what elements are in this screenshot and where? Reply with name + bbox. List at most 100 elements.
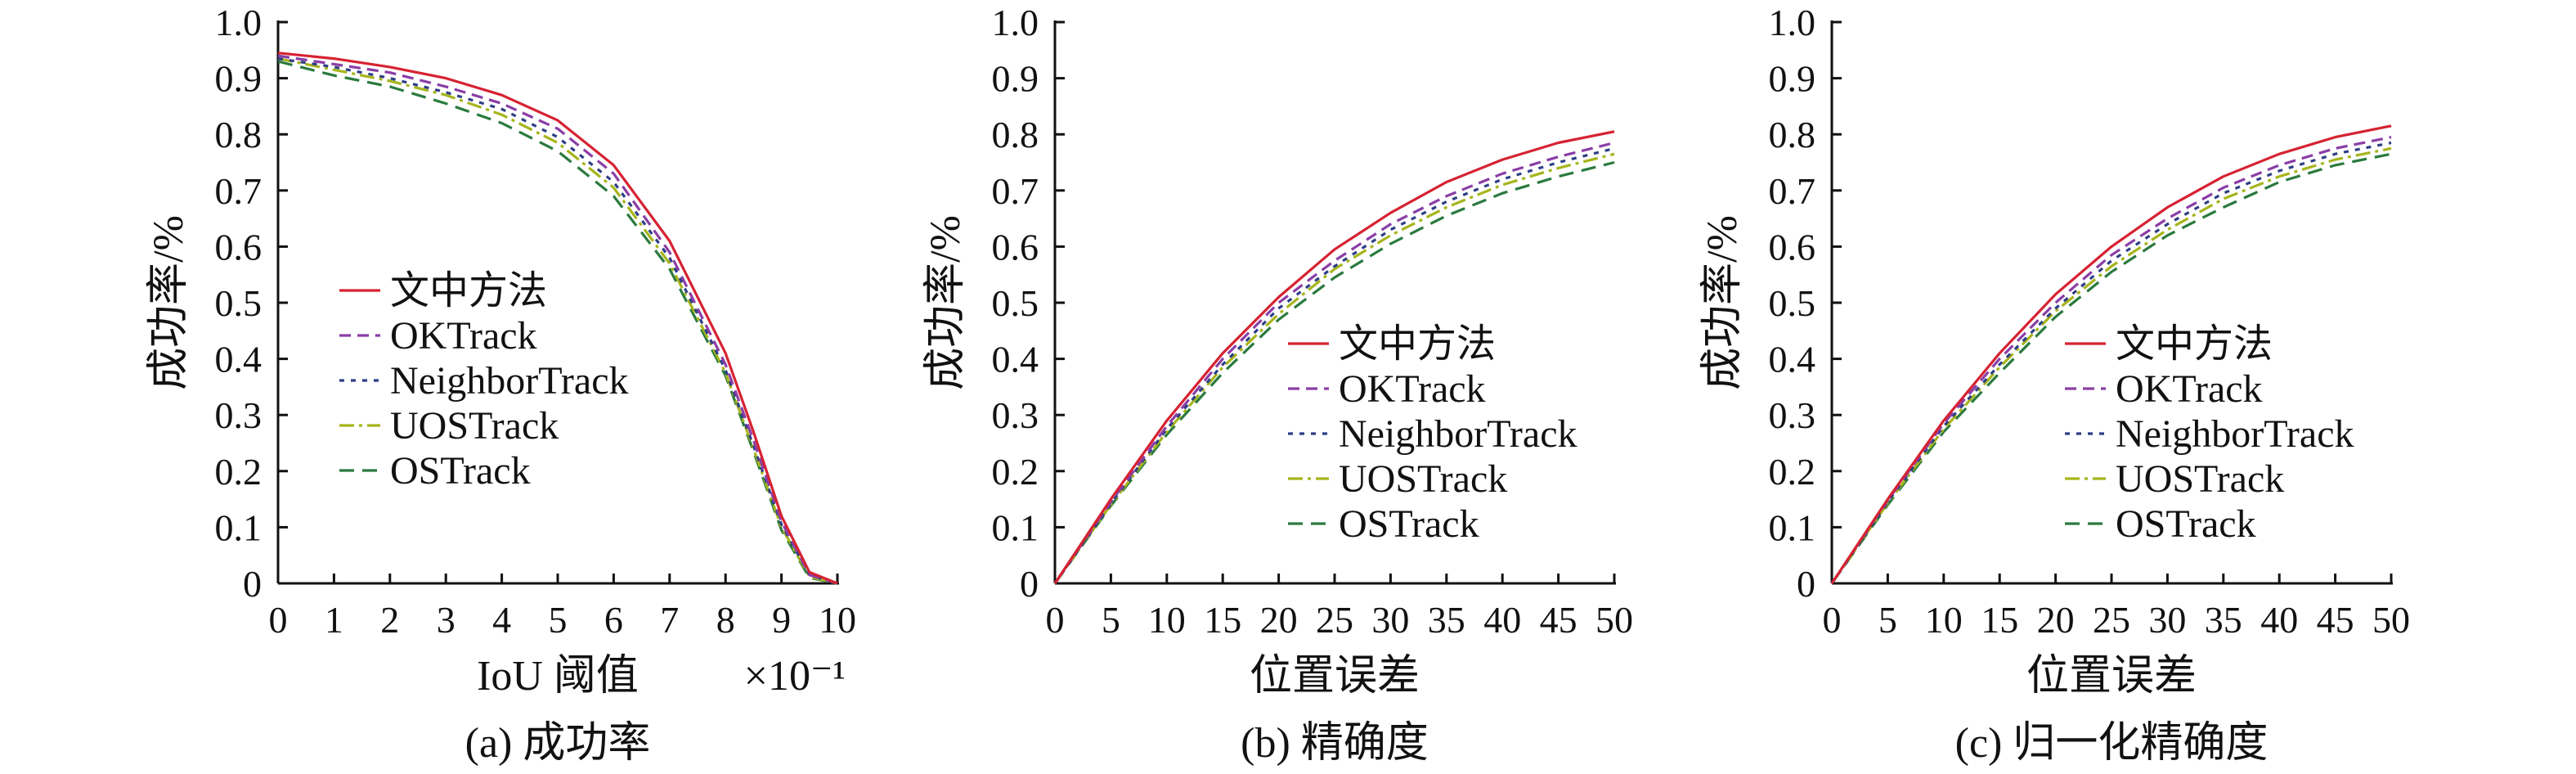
x-tick-label: 3 — [437, 599, 456, 641]
series-line-okt — [1055, 143, 1614, 584]
x-axis-multiplier: ×10⁻¹ — [744, 653, 846, 700]
series-line-ost — [1832, 154, 2391, 583]
x-tick-label: 0 — [1046, 599, 1065, 641]
chart-3: 00.10.20.30.40.50.60.70.80.91.00 5 10 15 20 2… — [1699, 2, 2410, 767]
legend-label-okt: OKTrack — [390, 314, 537, 358]
series-line-nbt — [1055, 148, 1614, 583]
y-tick-label: 0.1 — [992, 506, 1039, 548]
y-tick-label: 0.2 — [992, 451, 1039, 493]
chart-caption: (a) 成功率 — [465, 720, 651, 767]
y-tick-label: 1.0 — [1769, 2, 1816, 43]
series-line-ours — [278, 53, 837, 583]
x-tick-label: 5 — [549, 599, 568, 641]
y-tick-label: 0.2 — [215, 451, 263, 493]
series-line-nbt — [278, 59, 837, 583]
y-tick-label: 0.3 — [992, 394, 1039, 436]
y-tick-label: 0.4 — [215, 339, 263, 380]
y-tick-label: 0.6 — [992, 226, 1039, 268]
y-tick-label: 1.0 — [992, 2, 1039, 43]
series-line-uos — [1832, 148, 2391, 583]
y-tick-label: 0.5 — [215, 282, 263, 324]
x-tick-label: 8 — [716, 599, 735, 641]
x-tick-label: 30 — [1371, 599, 1409, 641]
x-tick-label: 5 — [1878, 599, 1897, 641]
legend-label-ours: 文中方法 — [390, 269, 547, 313]
x-tick-label: 20 — [1260, 599, 1298, 641]
legend-label-okt: OKTrack — [1339, 367, 1486, 411]
y-tick-label: 0 — [1020, 563, 1039, 605]
legend-label-ost: OSTrack — [390, 449, 531, 493]
figure: 0 0.1 0.2 0.3 0.4 0.5 0.6 0.7 0.8 0.9 1.0 0 1 2 3 4 5 6 7 8… — [0, 0, 2576, 774]
x-tick-label: 0 — [1823, 599, 1842, 641]
legend-label-nbt: NeighborTrack — [1339, 412, 1577, 456]
legend-label-nbt: NeighborTrack — [2116, 412, 2354, 456]
chart-caption: (c) 归一化精确度 — [1955, 720, 2269, 767]
y-tick-label: 0.3 — [1769, 394, 1816, 436]
x-tick-label: 45 — [2317, 599, 2354, 641]
x-tick-label: 5 — [1102, 599, 1120, 641]
x-tick-label: 6 — [604, 599, 623, 641]
chart-caption: (b) 精确度 — [1241, 720, 1429, 767]
x-axis-title: 位置误差 — [2026, 653, 2197, 700]
x-tick-label: 35 — [2205, 599, 2242, 641]
series-line-ost — [1055, 163, 1614, 584]
series-line-uos — [278, 59, 837, 583]
y-tick-label: 0.7 — [215, 170, 263, 212]
x-tick-label: 45 — [1540, 599, 1577, 641]
x-tick-label: 10 — [1148, 599, 1186, 641]
x-tick-label: 9 — [772, 599, 791, 641]
y-tick-label: 0.2 — [1769, 451, 1816, 493]
x-tick-label: 40 — [1483, 599, 1521, 641]
x-tick-label: 15 — [1981, 599, 2018, 641]
legend-label-ost: OSTrack — [2116, 502, 2256, 546]
y-tick-label: 0.1 — [1769, 506, 1816, 548]
y-tick-label: 0.8 — [992, 114, 1039, 155]
x-tick-label: 1 — [325, 599, 343, 641]
y-tick-label: 0.9 — [215, 58, 263, 100]
y-tick-label: 0 — [243, 563, 262, 605]
legend-label-ours: 文中方法 — [1339, 322, 1496, 366]
x-tick-label: 10 — [1925, 599, 1963, 641]
legend-label-nbt: NeighborTrack — [390, 359, 629, 403]
legend-label-uos: UOSTrack — [390, 404, 559, 448]
x-tick-label: 20 — [2037, 599, 2075, 641]
x-tick-label: 7 — [660, 599, 679, 641]
y-tick-label: 0.9 — [1769, 58, 1816, 100]
y-tick-label: 0.1 — [215, 506, 263, 548]
y-tick-label: 0.5 — [1769, 282, 1816, 324]
y-tick-label: 0.4 — [1769, 339, 1816, 380]
series-line-uos — [1055, 154, 1614, 583]
chart-1: 00.10.20.30.40.50.60.70.80.91.00 1 2 3 4 5 6 7 8… — [146, 2, 856, 767]
legend-label-ours: 文中方法 — [2116, 322, 2273, 366]
y-tick-label: 1.0 — [215, 2, 263, 43]
y-tick-label: 0.4 — [992, 339, 1039, 380]
series-line-okt — [278, 56, 837, 583]
y-tick-label: 0.5 — [992, 282, 1039, 324]
x-tick-label: 25 — [1316, 599, 1353, 641]
x-tick-label: 10 — [819, 599, 856, 641]
y-tick-label: 0.7 — [1769, 170, 1816, 212]
x-tick-label: 15 — [1204, 599, 1241, 641]
x-tick-label: 35 — [1428, 599, 1465, 641]
y-tick-label: 0.3 — [215, 394, 263, 436]
legend-label-ost: OSTrack — [1339, 502, 1479, 546]
y-axis-title: 成功率/% — [146, 215, 192, 390]
legend-label-uos: UOSTrack — [2116, 457, 2284, 501]
x-axis-title: 位置误差 — [1250, 653, 1420, 700]
legend-label-okt: OKTrack — [2116, 367, 2263, 411]
x-axis-title: IoU 阈值 — [477, 653, 639, 700]
y-tick-label: 0.6 — [215, 226, 263, 268]
y-axis-title: 成功率/% — [922, 215, 969, 390]
series-line-okt — [1832, 137, 2391, 583]
x-tick-label: 40 — [2260, 599, 2298, 641]
y-tick-label: 0.6 — [1769, 226, 1816, 268]
x-tick-label: 2 — [380, 599, 399, 641]
series-line-ost — [278, 61, 837, 583]
y-tick-label: 0.9 — [992, 58, 1039, 100]
chart-2: 00.10.20.30.40.50.60.70.80.91.00 5 10 15 20 2… — [922, 2, 1633, 767]
y-tick-label: 0.7 — [992, 170, 1039, 212]
series-line-nbt — [1832, 143, 2391, 584]
